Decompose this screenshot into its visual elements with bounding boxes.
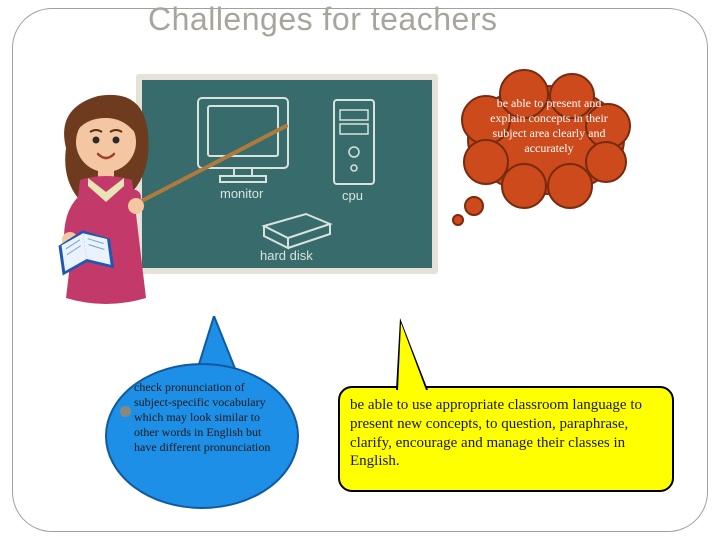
bullet-dot [120, 406, 131, 417]
yellow-callout-text: be able to use appropriate classroom lan… [350, 396, 662, 471]
yellow-callout: be able to use appropriate classroom lan… [338, 386, 674, 492]
cloud-text: be able to present and explain concepts … [482, 96, 616, 156]
chalk-label-cpu: cpu [342, 188, 363, 203]
teacher-illustration [38, 94, 193, 324]
page-title: Challenges for teachers [148, 2, 497, 37]
slide: Challenges for teachers monitor cpu hard [0, 0, 720, 540]
thought-cloud: be able to present and explain concepts … [456, 76, 636, 208]
blue-bubble-text: check pronunciation of subject-specific … [134, 380, 274, 455]
